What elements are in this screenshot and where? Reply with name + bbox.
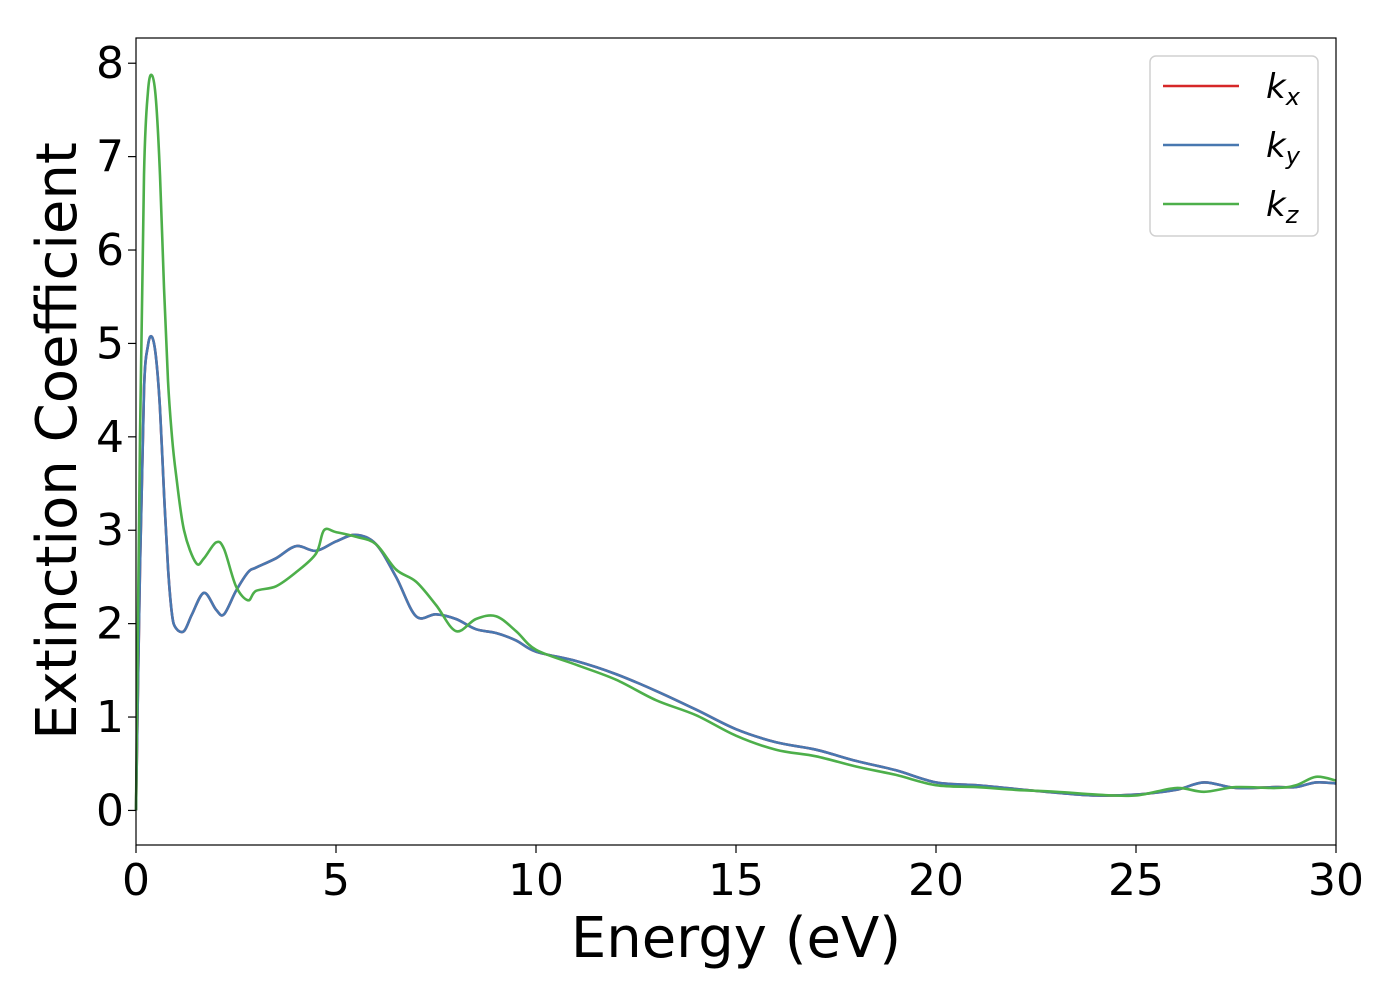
y-tick-label: 7 [96, 132, 124, 183]
x-axis-label: Energy (eV) [571, 906, 901, 971]
plot-area [136, 38, 1336, 845]
x-axis: 0 5 10 15 20 25 30 [122, 845, 1364, 906]
x-tick-label: 30 [1308, 855, 1364, 906]
x-tick-label: 20 [908, 855, 964, 906]
x-tick-label: 0 [122, 855, 150, 906]
y-tick-label: 0 [96, 785, 124, 836]
y-tick-label: 2 [96, 599, 124, 650]
x-tick-label: 5 [322, 855, 350, 906]
y-axis-label: Extinction Coefficient [25, 142, 90, 740]
y-tick-label: 6 [96, 225, 124, 276]
legend-label-ky: ky [1266, 126, 1301, 170]
x-tick-label: 10 [508, 855, 564, 906]
y-tick-label: 3 [96, 505, 124, 556]
x-tick-label: 25 [1108, 855, 1164, 906]
y-tick-label: 4 [96, 412, 124, 463]
x-tick-label: 15 [708, 855, 764, 906]
legend: kx ky kz [1149, 55, 1319, 237]
y-tick-label: 5 [96, 318, 124, 369]
y-axis: 0 1 2 3 4 5 6 7 8 [96, 38, 136, 836]
y-tick-label: 8 [96, 38, 124, 89]
series-layer [134, 73, 1337, 811]
y-tick-label: 1 [96, 692, 124, 743]
legend-label-kx: kx [1266, 67, 1301, 111]
series-line-kz [134, 73, 1337, 811]
legend-label-kz: kz [1266, 185, 1300, 229]
